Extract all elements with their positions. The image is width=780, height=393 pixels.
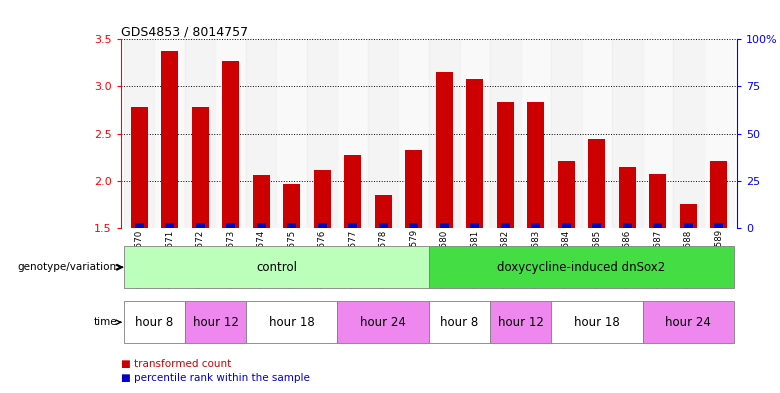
Bar bbox=[501, 223, 510, 228]
Bar bbox=[165, 223, 174, 228]
Bar bbox=[124, 39, 154, 228]
Bar bbox=[276, 39, 307, 228]
FancyBboxPatch shape bbox=[551, 301, 643, 343]
Bar bbox=[711, 161, 727, 228]
FancyBboxPatch shape bbox=[338, 301, 429, 343]
Bar bbox=[226, 223, 236, 228]
Bar bbox=[399, 39, 429, 228]
Bar bbox=[520, 39, 551, 228]
Bar bbox=[154, 39, 185, 228]
Bar bbox=[551, 39, 582, 228]
Text: ■ transformed count: ■ transformed count bbox=[121, 358, 231, 369]
Bar bbox=[531, 223, 541, 228]
Bar bbox=[287, 223, 296, 228]
FancyBboxPatch shape bbox=[124, 301, 185, 343]
Bar bbox=[192, 107, 208, 228]
Bar bbox=[131, 107, 147, 228]
Text: hour 18: hour 18 bbox=[269, 316, 314, 329]
Text: hour 12: hour 12 bbox=[498, 316, 544, 329]
Bar bbox=[643, 39, 673, 228]
Bar bbox=[307, 39, 338, 228]
Text: time: time bbox=[94, 317, 117, 327]
Bar bbox=[368, 39, 399, 228]
Bar bbox=[429, 39, 459, 228]
Bar bbox=[338, 39, 368, 228]
Text: hour 24: hour 24 bbox=[665, 316, 711, 329]
Bar bbox=[375, 195, 392, 228]
Text: genotype/variation: genotype/variation bbox=[18, 262, 117, 272]
Bar bbox=[562, 223, 571, 228]
Bar bbox=[185, 39, 215, 228]
Bar bbox=[619, 167, 636, 228]
Bar bbox=[317, 223, 327, 228]
Text: hour 8: hour 8 bbox=[441, 316, 479, 329]
Text: hour 18: hour 18 bbox=[574, 316, 619, 329]
Bar bbox=[406, 150, 422, 228]
Bar bbox=[466, 79, 483, 228]
Text: doxycycline-induced dnSox2: doxycycline-induced dnSox2 bbox=[498, 261, 665, 274]
Text: hour 12: hour 12 bbox=[193, 316, 239, 329]
Bar bbox=[314, 171, 331, 228]
Bar bbox=[558, 161, 575, 228]
Bar bbox=[588, 139, 605, 228]
Bar bbox=[582, 39, 612, 228]
Bar bbox=[410, 223, 418, 228]
Text: hour 24: hour 24 bbox=[360, 316, 406, 329]
Bar bbox=[612, 39, 643, 228]
FancyBboxPatch shape bbox=[185, 301, 246, 343]
Bar bbox=[527, 103, 544, 228]
Bar bbox=[680, 204, 697, 228]
Bar bbox=[196, 223, 205, 228]
Bar bbox=[673, 39, 704, 228]
Text: hour 8: hour 8 bbox=[136, 316, 174, 329]
Bar bbox=[348, 223, 357, 228]
Bar bbox=[135, 223, 144, 228]
Bar bbox=[470, 223, 480, 228]
Bar bbox=[684, 223, 693, 228]
Text: ■ percentile rank within the sample: ■ percentile rank within the sample bbox=[121, 373, 310, 384]
Bar bbox=[215, 39, 246, 228]
Bar bbox=[161, 51, 178, 228]
Bar bbox=[222, 61, 239, 228]
Bar bbox=[440, 223, 448, 228]
Bar bbox=[459, 39, 490, 228]
Bar bbox=[283, 184, 300, 228]
Bar bbox=[704, 39, 734, 228]
FancyBboxPatch shape bbox=[124, 246, 429, 288]
Bar bbox=[253, 175, 270, 228]
Bar bbox=[436, 72, 452, 228]
Bar bbox=[490, 39, 520, 228]
Bar bbox=[257, 223, 266, 228]
FancyBboxPatch shape bbox=[490, 301, 551, 343]
Text: control: control bbox=[256, 261, 297, 274]
FancyBboxPatch shape bbox=[429, 246, 734, 288]
Bar bbox=[622, 223, 632, 228]
Bar bbox=[653, 223, 662, 228]
Bar bbox=[246, 39, 276, 228]
Bar bbox=[714, 223, 723, 228]
Bar bbox=[344, 155, 361, 228]
FancyBboxPatch shape bbox=[246, 301, 338, 343]
Bar bbox=[378, 223, 388, 228]
Text: GDS4853 / 8014757: GDS4853 / 8014757 bbox=[121, 25, 248, 38]
FancyBboxPatch shape bbox=[643, 301, 734, 343]
Bar bbox=[497, 101, 514, 228]
Bar bbox=[592, 223, 601, 228]
Bar bbox=[650, 174, 666, 228]
FancyBboxPatch shape bbox=[429, 301, 490, 343]
